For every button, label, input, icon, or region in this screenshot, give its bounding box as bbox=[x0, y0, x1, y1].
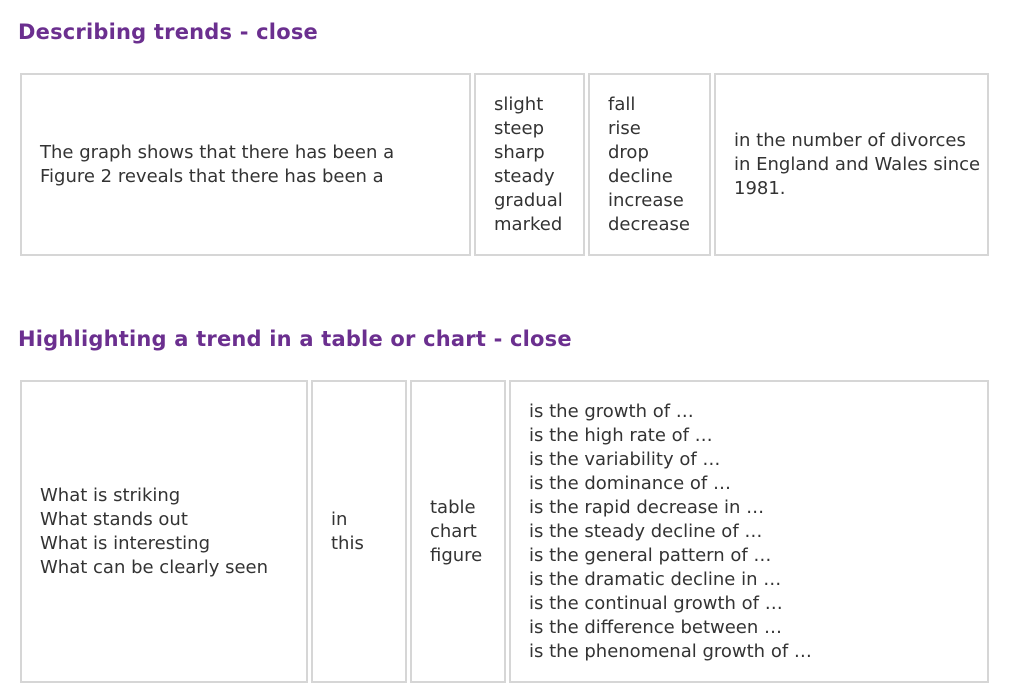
phrase-table-col-adjectives: slight steep sharp steady gradual marked bbox=[474, 73, 585, 256]
phrase-option: chart bbox=[430, 520, 477, 542]
phrase-option: is the continual growth of … bbox=[529, 592, 783, 614]
phrase-option: is the steady decline of … bbox=[529, 520, 763, 542]
phrase-option: is the general pattern of … bbox=[529, 544, 772, 566]
phrase-option: What is striking bbox=[40, 484, 181, 506]
phrase-option: steep bbox=[494, 117, 545, 139]
phrase-table-col-ending: in the number of divorces in England and… bbox=[714, 73, 989, 256]
phrase-option: What can be clearly seen bbox=[40, 556, 269, 578]
phrase-option: sharp bbox=[494, 141, 545, 163]
phrase-option: is the high rate of … bbox=[529, 424, 713, 446]
phrase-option: table bbox=[430, 496, 476, 518]
phrase-option: What is interesting bbox=[40, 532, 211, 554]
phrase-option: Figure 2 reveals that there has been a bbox=[40, 165, 384, 187]
phrase-option: is the dramatic decline in … bbox=[529, 568, 782, 590]
phrase-option: slight bbox=[494, 93, 544, 115]
phrase-table-col-visual-type: table chart figure bbox=[410, 380, 506, 683]
section-heading-describing-trends: Describing trends - close bbox=[18, 20, 318, 44]
phrase-option: is the difference between … bbox=[529, 616, 783, 638]
phrase-option: rise bbox=[608, 117, 641, 139]
phrase-option: is the growth of … bbox=[529, 400, 694, 422]
phrase-option: gradual bbox=[494, 189, 563, 211]
section-heading-highlighting-trend: Highlighting a trend in a table or chart… bbox=[18, 327, 572, 351]
phrase-option: increase bbox=[608, 189, 684, 211]
phrase-option: The graph shows that there has been a bbox=[40, 141, 395, 163]
phrase-table-col-intro: The graph shows that there has been a Fi… bbox=[20, 73, 471, 256]
phrase-option: marked bbox=[494, 213, 563, 235]
phrase-option: figure bbox=[430, 544, 483, 566]
phrase-ending-text: in the number of divorces in England and… bbox=[734, 129, 981, 199]
phrase-table-col-nouns: fall rise drop decline increase decrease bbox=[588, 73, 711, 256]
phrase-option: is the rapid decrease in … bbox=[529, 496, 765, 518]
phrase-option: decline bbox=[608, 165, 673, 187]
phrase-option: drop bbox=[608, 141, 649, 163]
phrase-option: this bbox=[331, 532, 364, 554]
phrase-option: is the dominance of … bbox=[529, 472, 731, 494]
phrase-option: in bbox=[331, 508, 348, 530]
phrase-option: decrease bbox=[608, 213, 690, 235]
phrase-option: is the phenomenal growth of … bbox=[529, 640, 812, 662]
phrase-option: is the variability of … bbox=[529, 448, 721, 470]
phrase-option: What stands out bbox=[40, 508, 188, 530]
phrase-table-col-endings: is the growth of … is the high rate of …… bbox=[509, 380, 989, 683]
phrase-option: fall bbox=[608, 93, 636, 115]
phrase-table-col-openers: What is striking What stands out What is… bbox=[20, 380, 308, 683]
phrase-option: steady bbox=[494, 165, 555, 187]
phrase-table-col-preposition: in this bbox=[311, 380, 407, 683]
